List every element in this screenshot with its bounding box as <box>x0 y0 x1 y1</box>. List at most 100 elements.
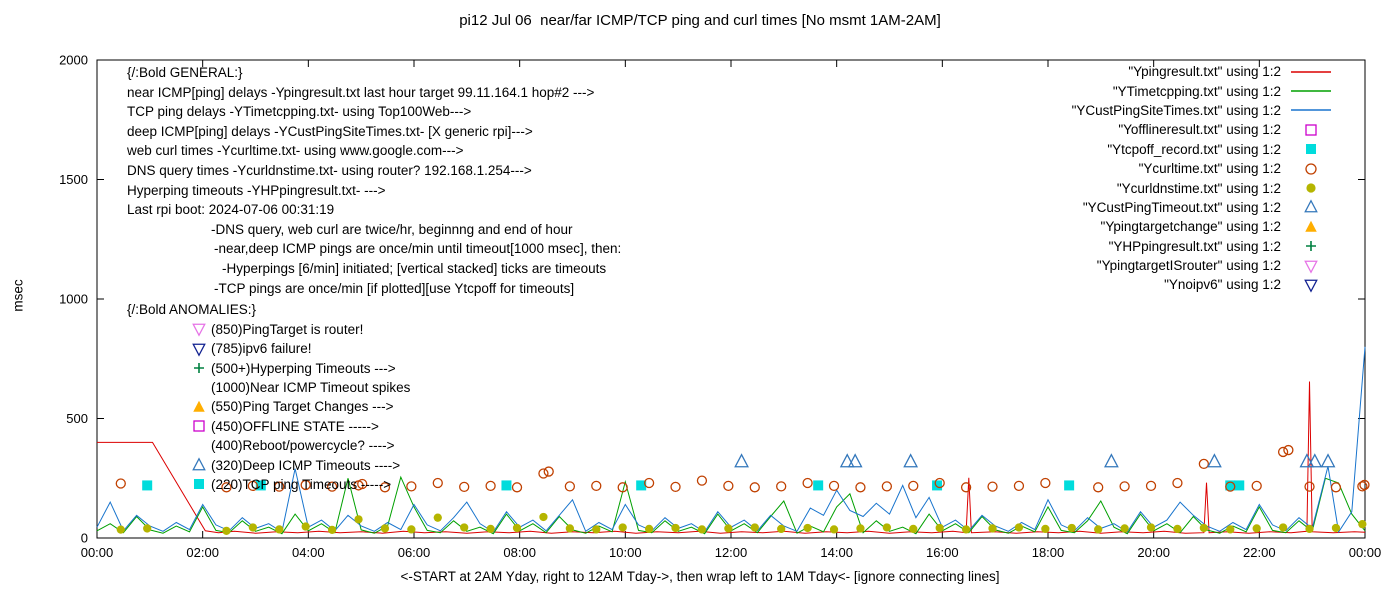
line-sample-icon <box>1291 109 1331 112</box>
series-tcpoff <box>142 480 1245 491</box>
anomalies-heading: {/:Bold ANOMALIES:} <box>127 302 257 317</box>
triangle-up-filled-icon <box>1305 220 1317 232</box>
anomaly-text: (220)TCP ping Timeouts -----> <box>211 476 392 492</box>
legend-label: "Ytcpoff_record.txt" using 1:2 <box>1107 141 1281 157</box>
x-tick-label: 10:00 <box>609 545 642 560</box>
anomaly-text: (500+)Hyperping Timeouts ---> <box>211 360 396 376</box>
legend-item: "Ypingresult.txt" using 1:2 <box>1072 62 1334 81</box>
chart-title: pi12 Jul 06 near/far ICMP/TCP ping and c… <box>459 12 941 29</box>
legend-label: "YCustPingSiteTimes.txt" using 1:2 <box>1071 102 1281 118</box>
legend-label: "YCustPingTimeout.txt" using 1:2 <box>1082 199 1281 215</box>
square-filled-icon <box>1306 144 1316 155</box>
plus-icon <box>189 360 211 376</box>
general-annotations: {/:Bold GENERAL:} near ICMP[ping] delays … <box>127 63 621 298</box>
general-line: web curl times -Ycurltime.txt- using www… <box>127 143 464 159</box>
anomaly-annotations: {/:Bold ANOMALIES:} (850)PingTarget is ro… <box>127 300 410 494</box>
x-tick-label: 20:00 <box>1137 545 1170 560</box>
square-open-icon <box>189 418 211 434</box>
anomaly-item: (500+)Hyperping Timeouts ---> <box>127 358 410 377</box>
legend-label: "YTimetcpping.txt" using 1:2 <box>1112 83 1281 99</box>
anomaly-item: (850)PingTarget is router! <box>127 320 410 339</box>
line-sample-icon <box>1291 90 1331 92</box>
anomaly-item: (1000)Near ICMP Timeout spikes <box>127 378 410 397</box>
anomaly-item: (450)OFFLINE STATE -----> <box>127 417 410 436</box>
y-axis-label: msec <box>10 279 26 312</box>
legend-item: "YCustPingTimeout.txt" using 1:2 <box>1072 198 1334 217</box>
legend-label: "Ycurltime.txt" using 1:2 <box>1138 161 1281 177</box>
triangle-down-open-icon <box>189 321 211 337</box>
triangle-up-filled-icon <box>189 399 211 415</box>
legend-item: "Ycurltime.txt" using 1:2 <box>1072 159 1334 178</box>
anomaly-text: (450)OFFLINE STATE -----> <box>211 418 379 434</box>
y-tick-label: 2000 <box>59 53 88 68</box>
x-tick-label: 04:00 <box>292 545 325 560</box>
x-tick-label: 00:00 <box>81 545 114 560</box>
square-open-icon <box>1305 124 1317 136</box>
x-tick-label: 22:00 <box>1243 545 1276 560</box>
legend-label: "Yofflineresult.txt" using 1:2 <box>1118 122 1281 138</box>
legend-item: "Ypingtargetchange" using 1:2 <box>1072 217 1334 236</box>
y-tick-label: 1500 <box>59 172 88 187</box>
legend-label: "YHPpingresult.txt" using 1:2 <box>1108 238 1281 254</box>
general-line: -TCP pings are once/min [if plotted][use… <box>214 280 575 296</box>
legend-item: "YTimetcpping.txt" using 1:2 <box>1072 81 1334 100</box>
legend-item: "Yofflineresult.txt" using 1:2 <box>1072 120 1334 139</box>
anomaly-item: (220)TCP ping Timeouts -----> <box>127 475 410 494</box>
circle-open-icon <box>1305 162 1317 175</box>
x-tick-label: 12:00 <box>715 545 748 560</box>
circle-filled-icon <box>1306 183 1316 193</box>
legend-item: "Ycurldnstime.txt" using 1:2 <box>1072 178 1334 197</box>
general-line: -near,deep ICMP pings are once/min until… <box>214 241 622 257</box>
general-line: -DNS query, web curl are twice/hr, begin… <box>211 221 573 237</box>
triangle-down-open-icon <box>1304 279 1318 293</box>
x-tick-label: 14:00 <box>820 545 853 560</box>
y-tick-label: 500 <box>66 411 88 426</box>
legend-label: "Ynoipv6" using 1:2 <box>1164 277 1281 293</box>
anomaly-item: (550)Ping Target Changes ---> <box>127 397 410 416</box>
x-tick-label: 08:00 <box>503 545 536 560</box>
marker-spacer <box>189 438 211 454</box>
legend-item: "YCustPingSiteTimes.txt" using 1:2 <box>1072 101 1334 120</box>
x-tick-label: 06:00 <box>398 545 431 560</box>
general-line: -Hyperpings [6/min] initiated; [vertical… <box>222 260 607 276</box>
legend-item: "Ytcpoff_record.txt" using 1:2 <box>1072 140 1334 159</box>
series-curl <box>115 444 1370 493</box>
legend-item: "YHPpingresult.txt" using 1:2 <box>1072 237 1334 256</box>
triangle-up-open-icon <box>1304 199 1318 213</box>
general-line: Last rpi boot: 2024-07-06 00:31:19 <box>127 202 335 218</box>
anomaly-item: (400)Reboot/powercycle? ----> <box>127 436 410 455</box>
legend-item: "Ynoipv6" using 1:2 <box>1072 275 1334 294</box>
plus-icon <box>1306 241 1316 252</box>
series-dns <box>116 512 1367 535</box>
general-line: deep ICMP[ping] delays -YCustPingSiteTim… <box>127 123 533 139</box>
legend-label: "Ypingtargetchange" using 1:2 <box>1100 219 1281 235</box>
legend-label: "YpingtargetISrouter" using 1:2 <box>1096 258 1281 274</box>
legend-label: "Ypingresult.txt" using 1:2 <box>1128 64 1281 80</box>
x-tick-label: 02:00 <box>186 545 219 560</box>
y-tick-label: 0 <box>81 531 88 546</box>
triangle-down-open-icon <box>189 341 211 357</box>
triangle-up-open-icon <box>189 457 211 473</box>
y-tick-label: 1000 <box>59 292 88 307</box>
x-tick-label: 16:00 <box>926 545 959 560</box>
line-sample-icon <box>1291 70 1331 73</box>
legend-item: "YpingtargetISrouter" using 1:2 <box>1072 256 1334 275</box>
anomaly-text: (1000)Near ICMP Timeout spikes <box>211 379 411 395</box>
x-tick-label: 00:00 <box>1349 545 1382 560</box>
general-line: TCP ping delays -YTimetcpping.txt- using… <box>127 104 472 120</box>
general-line: {/:Bold GENERAL:} <box>127 65 243 80</box>
marker-spacer <box>189 379 211 395</box>
anomaly-item: (785)ipv6 failure! <box>127 339 410 358</box>
square-filled-icon <box>189 476 211 492</box>
anomaly-text: (850)PingTarget is router! <box>211 321 364 337</box>
series-ping-timeout <box>734 453 1336 468</box>
general-line: near ICMP[ping] delays -Ypingresult.txt … <box>127 84 595 100</box>
anomaly-item: (320)Deep ICMP Timeouts ----> <box>127 455 410 474</box>
general-line: DNS query times -Ycurldnstime.txt- using… <box>127 162 532 178</box>
anomaly-text: (400)Reboot/powercycle? ----> <box>211 438 395 454</box>
x-tick-label: 18:00 <box>1032 545 1065 560</box>
anomaly-text: (785)ipv6 failure! <box>211 341 312 357</box>
anomaly-text: (320)Deep ICMP Timeouts ----> <box>211 457 401 473</box>
legend: "Ypingresult.txt" using 1:2 "YTimetcpping… <box>1072 62 1334 295</box>
